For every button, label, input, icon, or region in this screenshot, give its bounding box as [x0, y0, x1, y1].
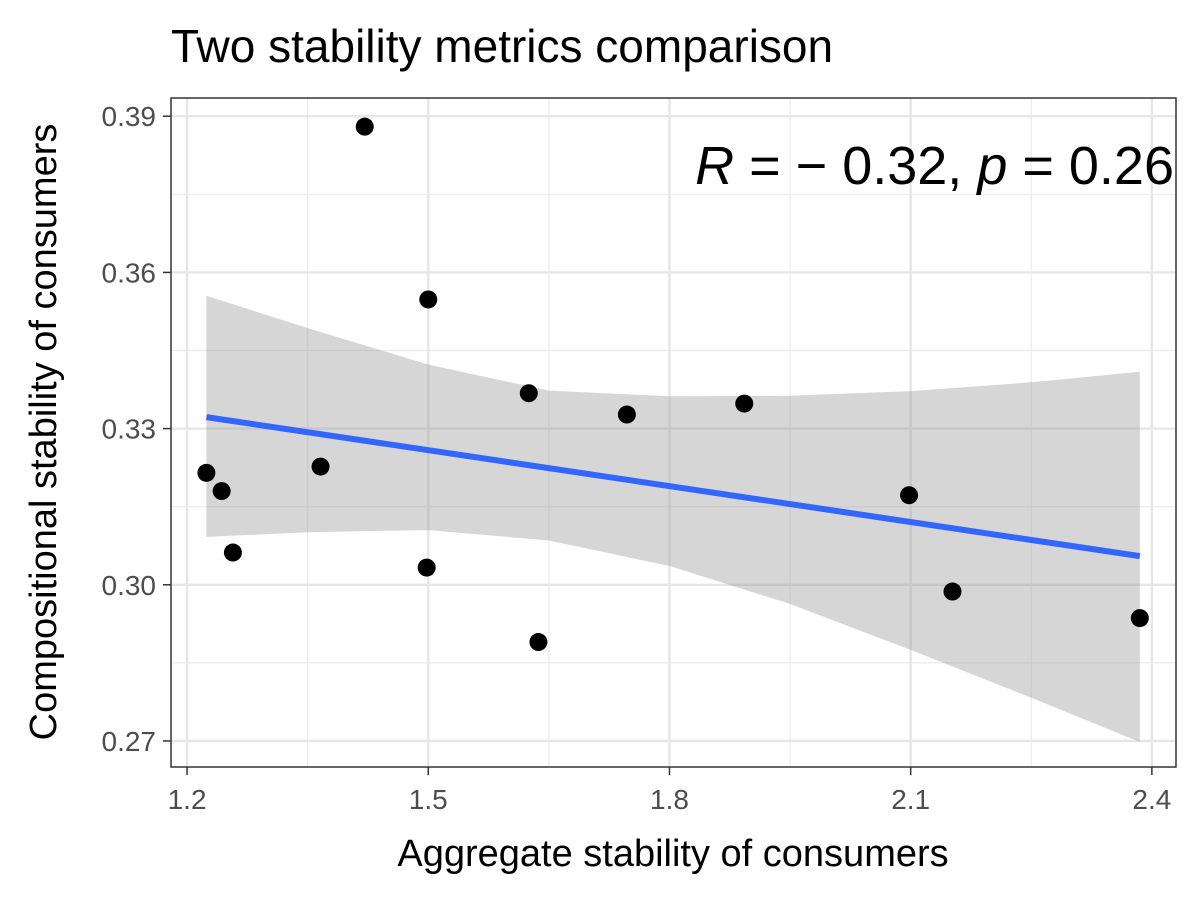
confidence-band [206, 295, 1140, 742]
y-axis-ticks: 0.27 0.30 0.33 0.36 0.39 [102, 101, 171, 757]
x-tick-label: 2.4 [1132, 784, 1171, 815]
y-axis-title: Compositional stability of consumers [23, 124, 65, 741]
data-point [197, 463, 216, 482]
x-axis-title: Aggregate stability of consumers [397, 833, 948, 875]
correlation-annotation: R = − 0.32, p = 0.26 [695, 136, 1174, 196]
data-point [311, 457, 330, 476]
r-value: = − 0.32, [734, 136, 977, 196]
x-tick-label: 2.1 [891, 784, 930, 815]
grid [171, 98, 1176, 767]
x-tick-label: 1.5 [409, 784, 448, 815]
confidence-band-layer [206, 295, 1140, 742]
data-point [735, 394, 754, 413]
data-point [223, 543, 242, 562]
regression-line-layer [205, 414, 1141, 560]
x-tick-label: 1.8 [650, 784, 689, 815]
x-tick-label: 1.2 [168, 784, 207, 815]
data-point [900, 486, 919, 505]
chart-title: Two stability metrics comparison [171, 20, 833, 72]
data-point [519, 384, 538, 403]
y-tick-label: 0.39 [102, 101, 157, 132]
y-tick-label: 0.27 [102, 726, 157, 757]
y-tick-label: 0.33 [102, 414, 157, 445]
data-point [1130, 609, 1149, 628]
plot-panel-border [170, 97, 1177, 768]
data-point [943, 582, 962, 601]
data-point [617, 405, 636, 424]
r-symbol: R [695, 136, 734, 196]
x-axis-ticks: 1.2 1.5 1.8 2.1 2.4 [168, 767, 1171, 815]
p-value: = 0.26 [1007, 136, 1174, 196]
data-point [417, 558, 436, 577]
data-point [355, 117, 374, 136]
p-symbol: p [975, 136, 1007, 196]
data-points [197, 117, 1149, 652]
data-point [212, 482, 231, 501]
y-tick-label: 0.36 [102, 257, 157, 288]
y-tick-label: 0.30 [102, 570, 157, 601]
regression-line [205, 414, 1141, 560]
data-point [529, 633, 548, 652]
data-point [419, 290, 438, 309]
